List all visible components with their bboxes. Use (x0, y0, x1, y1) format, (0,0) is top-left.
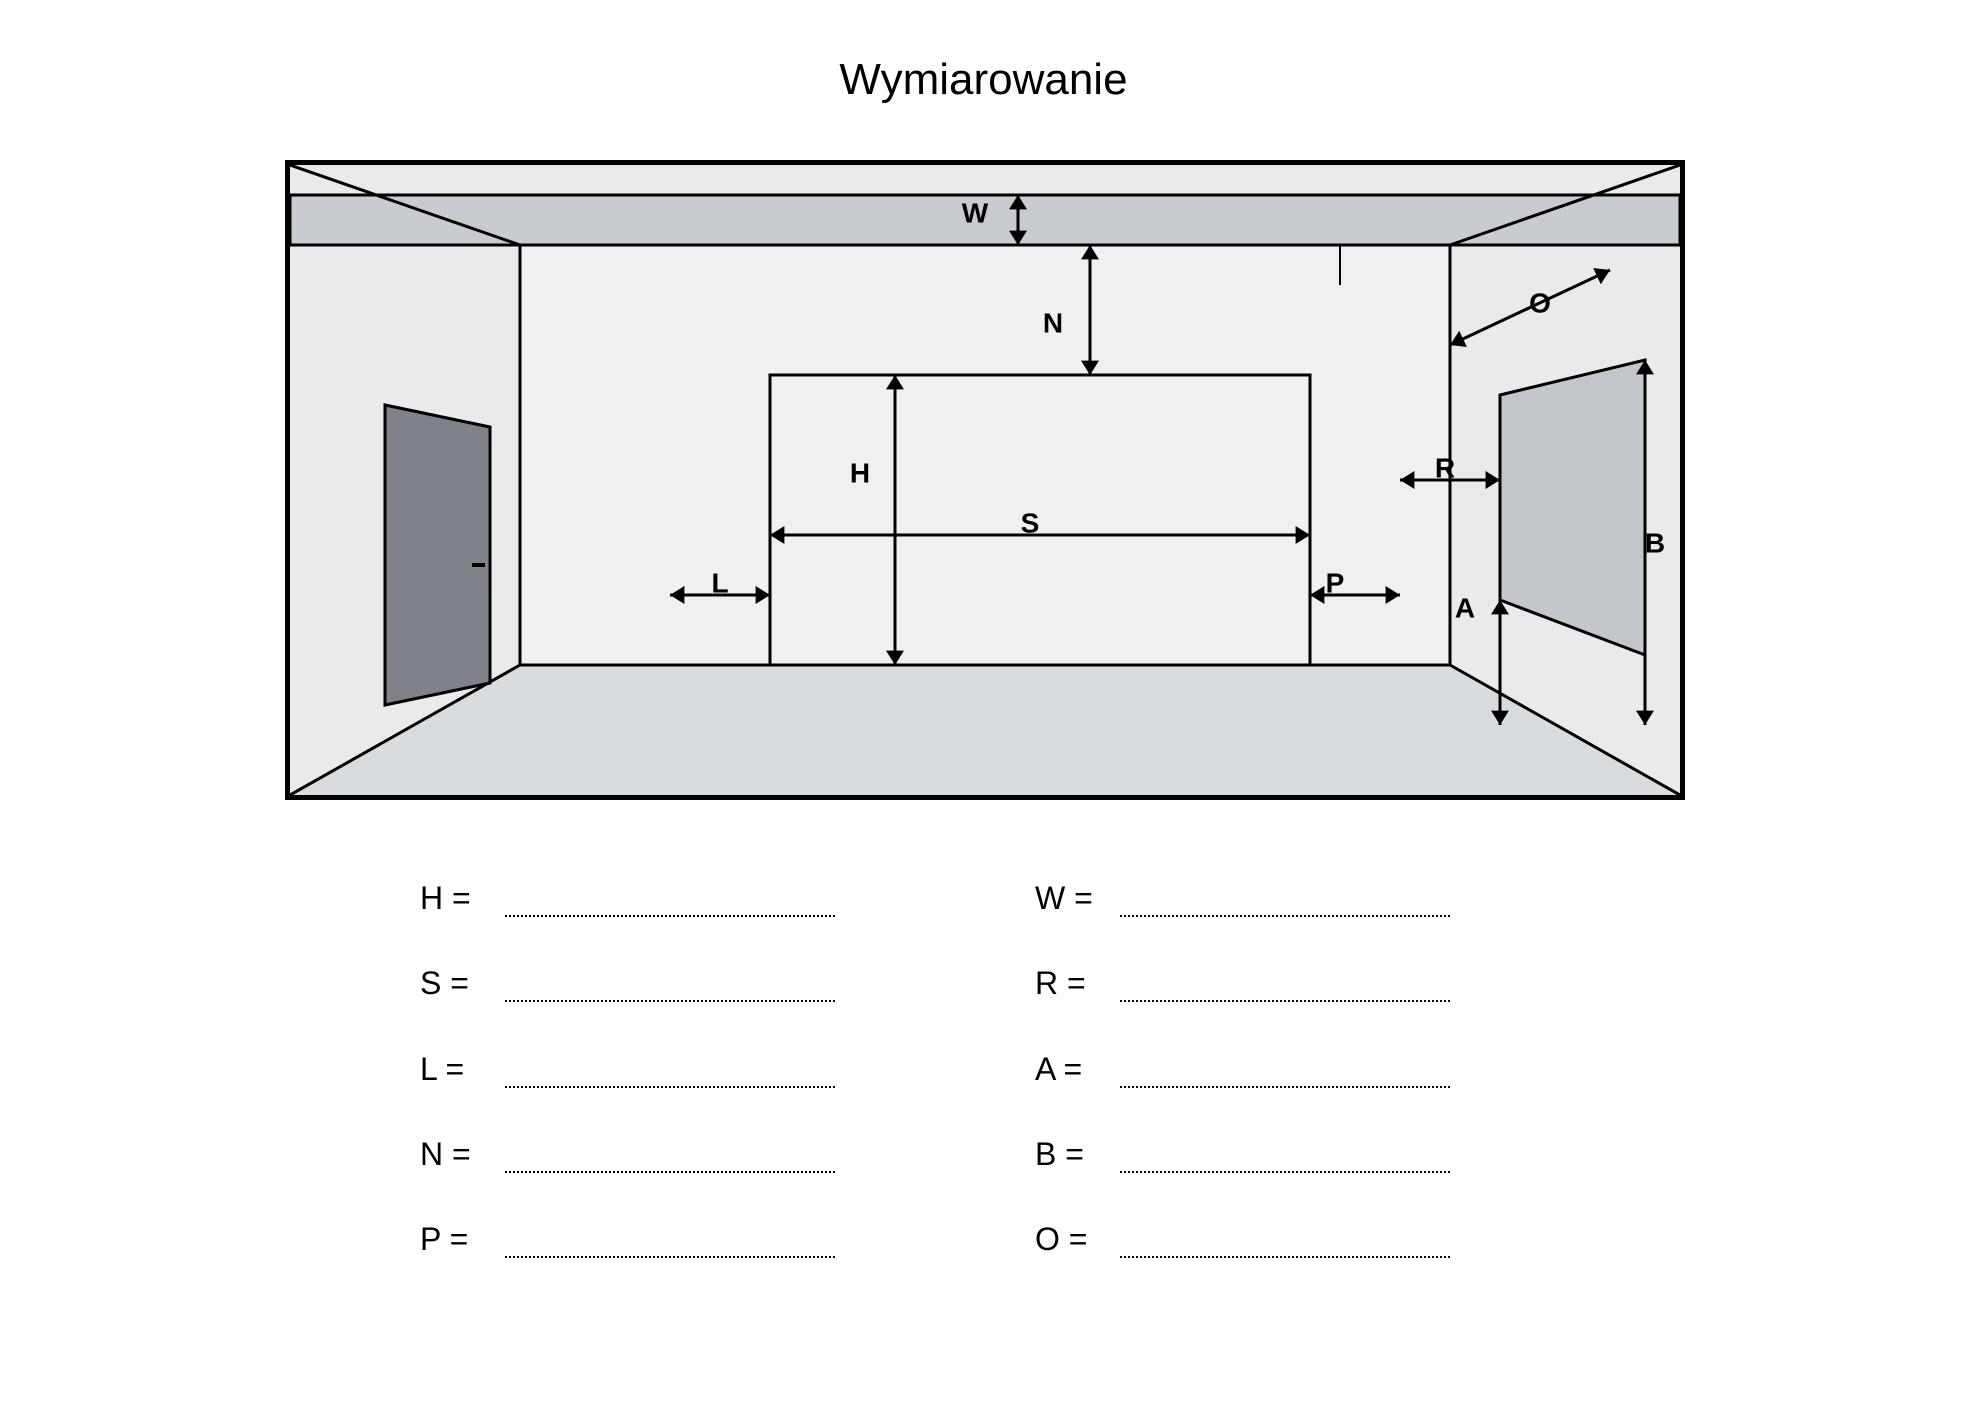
garage-diagram: W N H S L P R A B O (290, 165, 1680, 795)
svg-text:S: S (1021, 507, 1040, 538)
svg-text:P: P (1326, 567, 1345, 598)
svg-text:A: A (1455, 592, 1475, 623)
dimension-input-S[interactable] (505, 965, 835, 1002)
dimension-label-S: S = (420, 965, 505, 1002)
svg-text:H: H (850, 457, 870, 488)
svg-text:N: N (1043, 307, 1063, 338)
svg-text:B: B (1645, 527, 1665, 558)
dimension-input-H[interactable] (505, 880, 835, 917)
dimension-label-B: B = (1035, 1136, 1120, 1173)
dimension-input-P[interactable] (505, 1221, 835, 1258)
dimension-input-R[interactable] (1120, 965, 1450, 1002)
dimension-row-R: R = (1035, 965, 1450, 1002)
dimension-label-W: W = (1035, 880, 1120, 917)
dimension-row-A: A = (1035, 1050, 1450, 1087)
dimension-input-N[interactable] (505, 1136, 835, 1173)
svg-text:O: O (1529, 287, 1551, 318)
dimension-label-H: H = (420, 880, 505, 917)
dimension-input-A[interactable] (1120, 1050, 1450, 1087)
dimension-form: H = S = L = N = P = W = R = A = B = O = (420, 880, 1450, 1258)
dimension-row-N: N = (420, 1136, 835, 1173)
svg-text:L: L (711, 567, 728, 598)
svg-text:W: W (962, 197, 989, 228)
dimension-label-L: L = (420, 1051, 505, 1088)
diagram-frame: W N H S L P R A B O (285, 160, 1685, 800)
dimension-label-P: P = (420, 1221, 505, 1258)
dimension-label-R: R = (1035, 965, 1120, 1002)
dimension-label-A: A = (1035, 1051, 1120, 1088)
page-title: Wymiarowanie (0, 55, 1967, 105)
dimension-input-O[interactable] (1120, 1221, 1450, 1258)
dimension-input-L[interactable] (505, 1050, 835, 1087)
page: Wymiarowanie W N H S L P R A B O H = S = L = N = … (0, 0, 1967, 1427)
dimension-input-B[interactable] (1120, 1136, 1450, 1173)
dimension-label-O: O = (1035, 1221, 1120, 1258)
dimension-row-P: P = (420, 1221, 835, 1258)
svg-text:R: R (1435, 452, 1455, 483)
dimension-input-W[interactable] (1120, 880, 1450, 917)
dimension-row-H: H = (420, 880, 835, 917)
dimension-form-col-left: H = S = L = N = P = (420, 880, 835, 1258)
dimension-row-S: S = (420, 965, 835, 1002)
dimension-label-N: N = (420, 1136, 505, 1173)
dimension-row-B: B = (1035, 1136, 1450, 1173)
dimension-row-L: L = (420, 1050, 835, 1087)
dimension-form-col-right: W = R = A = B = O = (1035, 880, 1450, 1258)
dimension-row-O: O = (1035, 1221, 1450, 1258)
dimension-row-W: W = (1035, 880, 1450, 917)
